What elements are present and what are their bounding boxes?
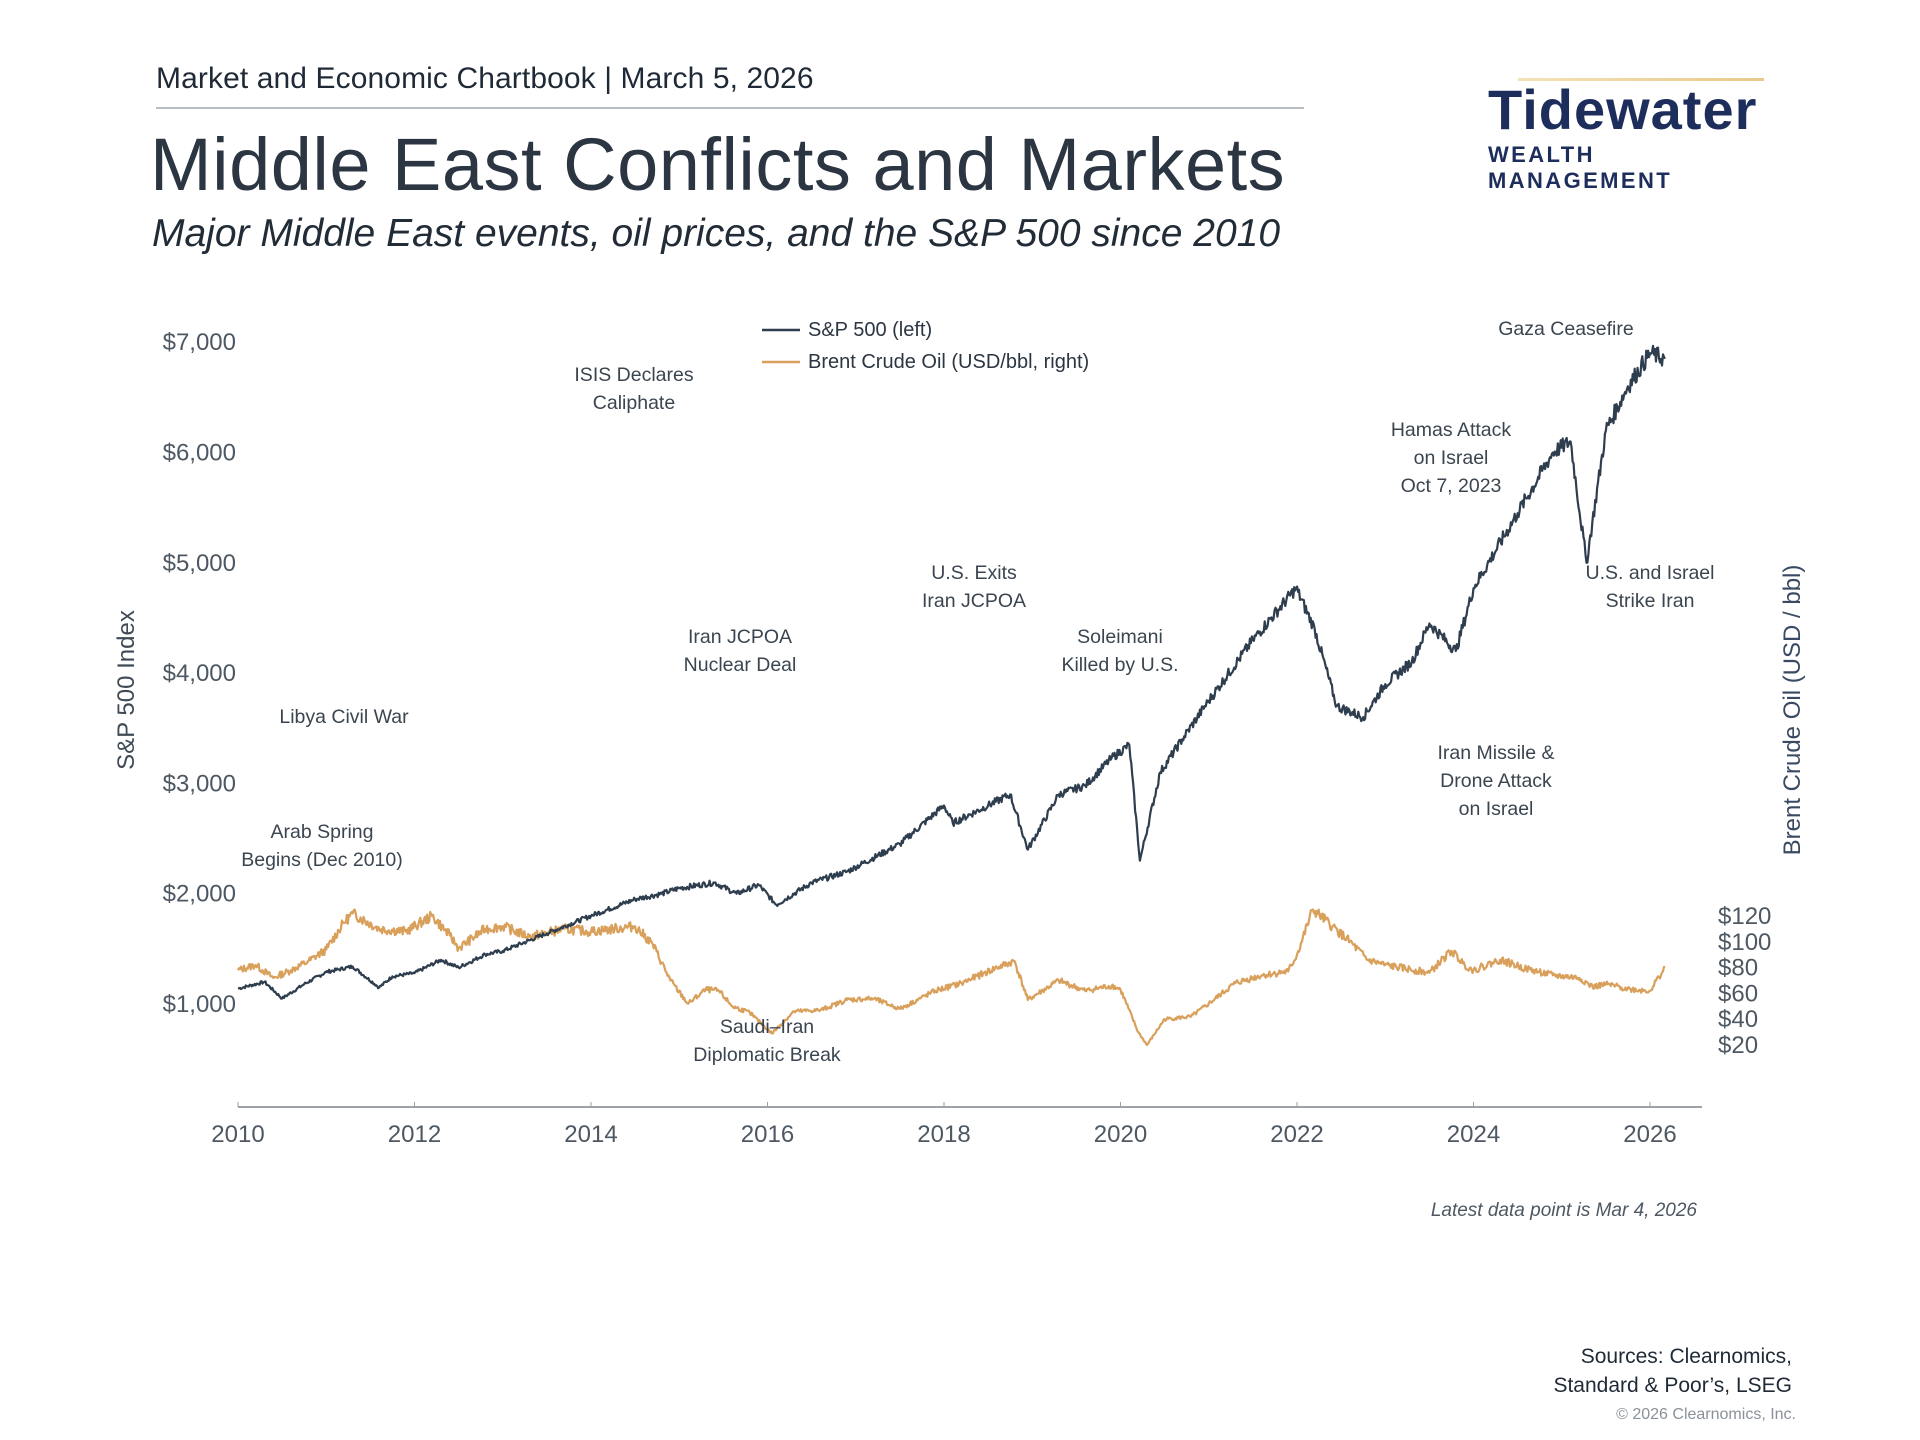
x-tick-label: 2020 <box>1094 1121 1147 1148</box>
annotation-line: Iran JCPOA <box>922 590 1026 612</box>
annotation: Soleimani Killed by U.S. <box>1061 626 1178 676</box>
logo-accent-bar <box>1518 78 1764 81</box>
y-tick-label: $1,000 <box>163 991 236 1018</box>
annotation-line: Diplomatic Break <box>693 1044 841 1066</box>
annotation-line: Gaza Ceasefire <box>1498 318 1633 340</box>
annotation-line: Nuclear Deal <box>684 654 797 676</box>
annotation-line: U.S. and Israel <box>1586 562 1715 584</box>
chart-legend: S&P 500 (left) Brent Crude Oil (USD/bbl, … <box>762 319 1089 373</box>
series-line-brent-crude <box>237 908 1666 1047</box>
y2-tick-label: $100 <box>1718 929 1771 956</box>
page-subtitle: Major Middle East events, oil prices, an… <box>152 212 1281 255</box>
logo-subtitle: WEALTH MANAGEMENT <box>1488 142 1673 193</box>
annotation-line: Iran JCPOA <box>688 626 792 648</box>
x-tick-label: 2016 <box>741 1121 794 1148</box>
x-tick-label: 2026 <box>1623 1121 1676 1148</box>
annotation-line: U.S. Exits <box>931 562 1017 584</box>
annotation: Iran JCPOA Nuclear Deal <box>684 626 797 676</box>
x-tick-label: 2022 <box>1270 1121 1323 1148</box>
y2-axis-title: Brent Crude Oil (USD / bbl) <box>1779 565 1806 856</box>
y2-tick-label: $120 <box>1718 903 1771 930</box>
y-tick-label: $2,000 <box>163 881 236 908</box>
annotation-line: Oct 7, 2023 <box>1401 475 1502 497</box>
annotation-line: on Israel <box>1459 798 1534 820</box>
annotation: Libya Civil War <box>279 706 409 728</box>
legend-label: Brent Crude Oil (USD/bbl, right) <box>808 351 1089 373</box>
y2-tick-label: $20 <box>1718 1032 1758 1059</box>
annotation: U.S. Exits Iran JCPOA <box>922 562 1026 612</box>
x-tick-label: 2010 <box>211 1121 264 1148</box>
y-tick-label: $6,000 <box>163 440 236 467</box>
y2-tick-label: $60 <box>1718 980 1758 1007</box>
annotation-line: Iran Missile & <box>1437 742 1554 764</box>
annotation-line: Hamas Attack <box>1391 419 1512 441</box>
y-tick-label: $4,000 <box>163 660 236 687</box>
header-divider <box>156 107 1304 109</box>
sources: Sources: Clearnomics, Standard & Poor’s,… <box>1480 1342 1792 1400</box>
chart-axes: 2010 2012 2014 2016 2018 2020 2022 2024 2026 $1,0… <box>113 329 1806 1148</box>
y2-tick-label: $40 <box>1718 1006 1758 1033</box>
annotation-line: Drone Attack <box>1440 770 1552 792</box>
annotation: ISIS Declares Caliphate <box>574 364 693 414</box>
copyright: © 2026 Clearnomics, Inc. <box>1616 1406 1796 1423</box>
sources-line-2: Standard & Poor’s, LSEG <box>1553 1374 1792 1397</box>
annotation-line: Strike Iran <box>1606 590 1695 612</box>
page-title: Middle East Conflicts and Markets <box>150 123 1286 206</box>
annotation-line: Libya Civil War <box>279 706 409 728</box>
chart-series <box>237 344 1666 1047</box>
annotation: Hamas Attack on Israel Oct 7, 2023 <box>1391 419 1512 497</box>
annotation-line: Arab Spring <box>271 821 374 843</box>
annotation-line: Soleimani <box>1077 626 1163 648</box>
x-tick-label: 2024 <box>1447 1121 1500 1148</box>
tidewater-logo: Tidewater WEALTH MANAGEMENT <box>1488 80 1774 194</box>
annotation: Gaza Ceasefire <box>1498 318 1633 340</box>
annotation-line: Caliphate <box>593 392 675 414</box>
annotation: Saudi–Iran Diplomatic Break <box>693 1016 841 1066</box>
annotation: Iran Missile & Drone Attack on Israel <box>1437 742 1554 820</box>
annotation: Arab Spring Begins (Dec 2010) <box>241 821 403 871</box>
annotation-line: Saudi–Iran <box>720 1016 814 1038</box>
latest-data-note: Latest data point is Mar 4, 2026 <box>1430 1200 1697 1221</box>
y-tick-label: $3,000 <box>163 770 236 797</box>
annotation-line: ISIS Declares <box>574 364 693 386</box>
chart-annotations: Arab Spring Begins (Dec 2010) Libya Civil … <box>241 318 1714 1066</box>
annotation: U.S. and Israel Strike Iran <box>1586 562 1715 612</box>
y-tick-label: $7,000 <box>163 329 236 356</box>
legend-label: S&P 500 (left) <box>808 319 932 341</box>
series-line-sp500 <box>237 344 1666 1000</box>
logo-name: Tidewater <box>1488 78 1758 141</box>
x-tick-label: 2018 <box>917 1121 970 1148</box>
chartbook-header: Market and Economic Chartbook | March 5,… <box>156 62 814 95</box>
annotation-line: Killed by U.S. <box>1061 654 1178 676</box>
x-tick-label: 2012 <box>388 1121 441 1148</box>
sources-line-1: Sources: Clearnomics, <box>1580 1345 1792 1368</box>
y-tick-label: $5,000 <box>163 550 236 577</box>
y2-tick-label: $80 <box>1718 955 1758 982</box>
annotation-line: on Israel <box>1414 447 1489 469</box>
annotation-line: Begins (Dec 2010) <box>241 849 403 871</box>
y-axis-title: S&P 500 Index <box>113 610 140 770</box>
x-tick-label: 2014 <box>564 1121 617 1148</box>
